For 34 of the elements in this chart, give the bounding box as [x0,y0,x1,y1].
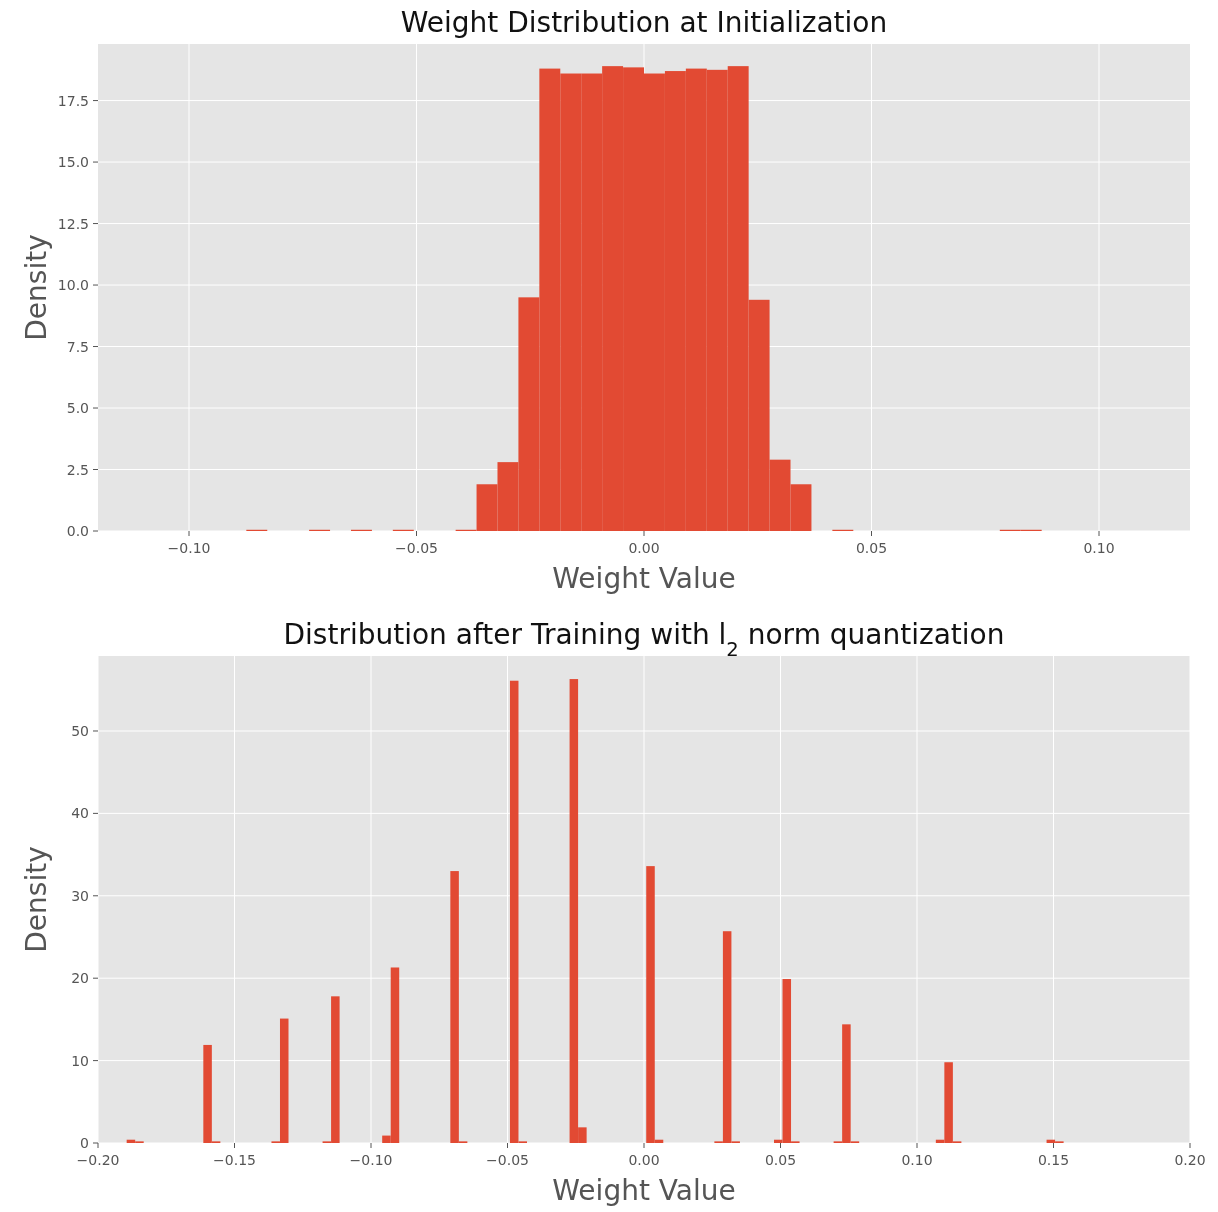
y-tick-label: 2.5 [66,461,89,478]
y-tick-label: 30 [71,887,89,904]
y-tick-label: 50 [71,722,89,739]
y-tick-label: 5.0 [66,400,89,417]
x-tick-label: 0.10 [1083,540,1115,556]
chart-title: Distribution after Training with l$_{2}$ norm quantization [283,618,1005,661]
x-tick-label: 0.10 [901,1152,933,1168]
x-tick-label: 0.05 [855,540,888,556]
x-tick-label: 0.15 [1037,1152,1070,1168]
x-tick-label: −0.10 [349,1152,393,1168]
y-tick-label: 17.5 [57,92,89,109]
y-tick-label: 10 [71,1052,89,1069]
y-axis-title: Density [20,234,53,341]
y-tick-label: 20 [71,970,89,987]
y-tick-label: 10.0 [57,277,89,294]
chart-title: Weight Distribution at Initialization [400,6,888,39]
y-tick-label: 40 [71,805,89,822]
x-axis-title: Weight Value [552,1174,736,1207]
y-axis-title: Density [20,846,53,953]
y-tick-label: 0 [80,1135,89,1151]
x-tick-label: −0.10 [167,540,211,556]
x-tick-label: 0.00 [628,540,660,556]
y-tick-label: 12.5 [57,215,89,232]
x-tick-label: −0.05 [486,1152,529,1168]
x-tick-label: −0.05 [395,540,438,556]
x-tick-label: 0.00 [628,1152,660,1168]
x-tick-label: 0.20 [1174,1152,1206,1168]
x-tick-label: 0.05 [764,1152,797,1168]
x-tick-label: −0.15 [213,1152,256,1168]
x-axis-title: Weight Value [552,562,736,595]
x-tick-label: −0.20 [76,1152,120,1168]
y-tick-label: 15.0 [57,154,89,171]
y-tick-label: 0.0 [66,523,89,539]
y-tick-label: 7.5 [66,338,89,355]
